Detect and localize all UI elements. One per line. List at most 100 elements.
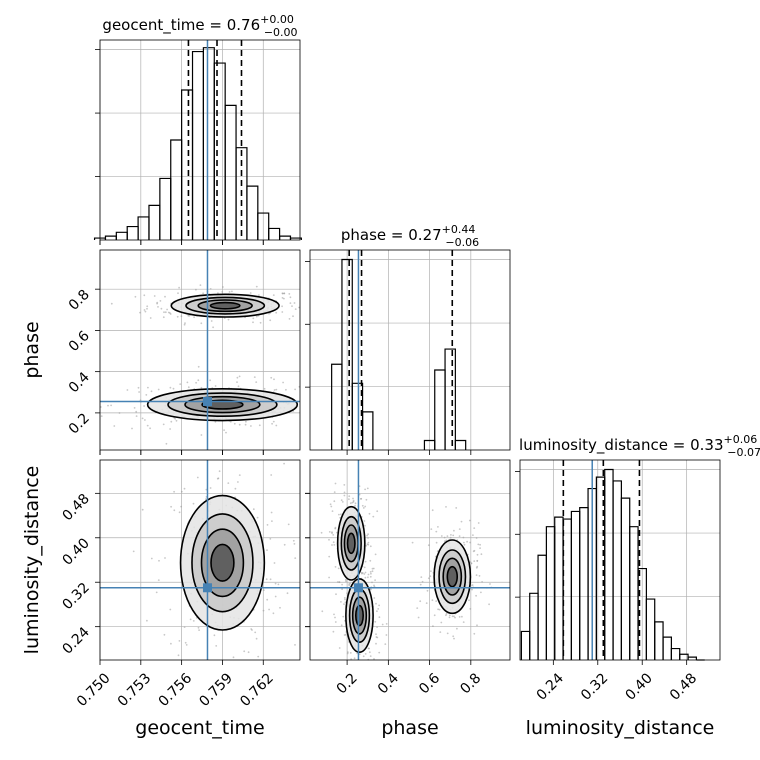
sample-point bbox=[237, 385, 240, 388]
sample-point bbox=[332, 541, 335, 544]
contour-line bbox=[433, 539, 472, 615]
sample-point bbox=[420, 576, 423, 578]
sample-point bbox=[449, 536, 452, 539]
sample-point bbox=[164, 311, 167, 314]
sample-point bbox=[265, 578, 268, 581]
hist-bar bbox=[257, 212, 270, 240]
sample-point bbox=[429, 575, 432, 578]
sample-point bbox=[144, 310, 147, 313]
sample-point bbox=[368, 647, 370, 650]
sample-point bbox=[196, 476, 199, 479]
sample-point bbox=[137, 386, 140, 389]
x-axis-label-luminosity_distance: luminosity_distance bbox=[526, 717, 715, 739]
hist-bar bbox=[246, 185, 259, 240]
sample-point bbox=[352, 497, 354, 500]
sample-point bbox=[480, 591, 482, 594]
sample-point bbox=[348, 584, 351, 587]
sample-point bbox=[374, 620, 377, 623]
sample-point bbox=[378, 651, 381, 654]
sample-point bbox=[179, 383, 182, 385]
sample-point bbox=[252, 508, 255, 511]
sample-point bbox=[435, 541, 438, 544]
sample-point bbox=[293, 302, 296, 304]
sample-point bbox=[279, 606, 281, 609]
sample-point bbox=[371, 581, 373, 584]
sample-point bbox=[328, 531, 331, 533]
sample-point bbox=[107, 404, 109, 407]
sample-point bbox=[186, 381, 189, 384]
sample-point bbox=[332, 534, 335, 536]
hist-bar bbox=[670, 647, 681, 660]
sample-point bbox=[453, 615, 455, 618]
contour-line bbox=[146, 387, 299, 422]
sample-point bbox=[458, 535, 461, 537]
contour-line bbox=[354, 604, 364, 627]
sample-point bbox=[334, 482, 337, 485]
sample-point bbox=[489, 583, 491, 585]
sample-point bbox=[376, 610, 378, 613]
sample-point bbox=[346, 592, 348, 594]
hist-bar bbox=[562, 518, 572, 660]
sample-point bbox=[369, 571, 372, 573]
x-tick-label-phase: 0.8 bbox=[457, 670, 484, 697]
sample-point bbox=[367, 533, 369, 536]
sample-point bbox=[289, 302, 292, 304]
sample-point bbox=[294, 644, 296, 646]
sample-point bbox=[466, 540, 468, 543]
sample-point bbox=[367, 541, 370, 544]
sample-point bbox=[269, 319, 272, 322]
sample-point bbox=[358, 653, 361, 655]
sample-point bbox=[131, 427, 133, 430]
sample-point bbox=[385, 623, 388, 625]
sample-point bbox=[212, 326, 215, 329]
sample-point bbox=[440, 621, 443, 624]
sample-point bbox=[192, 620, 195, 622]
contour-line bbox=[201, 399, 244, 410]
sample-point bbox=[275, 424, 278, 427]
sample-point bbox=[170, 420, 173, 423]
hist-bar bbox=[645, 598, 656, 660]
contour-line bbox=[351, 596, 368, 635]
sample-point bbox=[453, 529, 455, 532]
sample-point bbox=[433, 614, 436, 617]
sample-point bbox=[435, 530, 438, 533]
sample-point bbox=[180, 490, 183, 493]
sample-point bbox=[149, 427, 152, 430]
sample-point bbox=[438, 608, 441, 611]
sample-point bbox=[213, 634, 216, 637]
luminosity_distance-histogram-frame bbox=[519, 459, 721, 661]
sample-point bbox=[411, 541, 414, 544]
sample-point bbox=[274, 595, 277, 598]
sample-point bbox=[255, 381, 258, 383]
sample-point bbox=[338, 581, 341, 583]
sample-point bbox=[149, 317, 152, 319]
truth-marker bbox=[202, 583, 212, 593]
sample-point bbox=[419, 583, 422, 586]
sample-point bbox=[471, 584, 474, 586]
density-fill bbox=[447, 566, 458, 587]
sample-point bbox=[416, 607, 419, 609]
contour-line bbox=[346, 532, 356, 555]
sample-point bbox=[145, 394, 148, 396]
sample-point bbox=[445, 612, 448, 615]
sample-point bbox=[294, 557, 297, 559]
sample-point bbox=[479, 543, 481, 546]
sample-point bbox=[378, 604, 380, 607]
x-tick-label-geocent_time: 0.759 bbox=[196, 670, 236, 710]
sample-point bbox=[321, 610, 324, 613]
x-tick-label-luminosity_distance: 0.32 bbox=[578, 670, 611, 703]
sample-point bbox=[328, 538, 330, 541]
sample-point bbox=[156, 301, 159, 304]
sample-point bbox=[222, 286, 224, 288]
title-param: phase bbox=[341, 226, 386, 244]
sample-point bbox=[452, 534, 455, 537]
sample-point bbox=[227, 482, 230, 484]
hist-bar bbox=[115, 231, 128, 240]
sample-point bbox=[350, 658, 353, 660]
sample-point bbox=[271, 520, 273, 522]
truth-marker bbox=[353, 583, 363, 593]
sample-point bbox=[139, 399, 142, 402]
sample-point bbox=[178, 286, 181, 289]
sample-point bbox=[333, 613, 335, 616]
sample-point bbox=[272, 420, 275, 423]
